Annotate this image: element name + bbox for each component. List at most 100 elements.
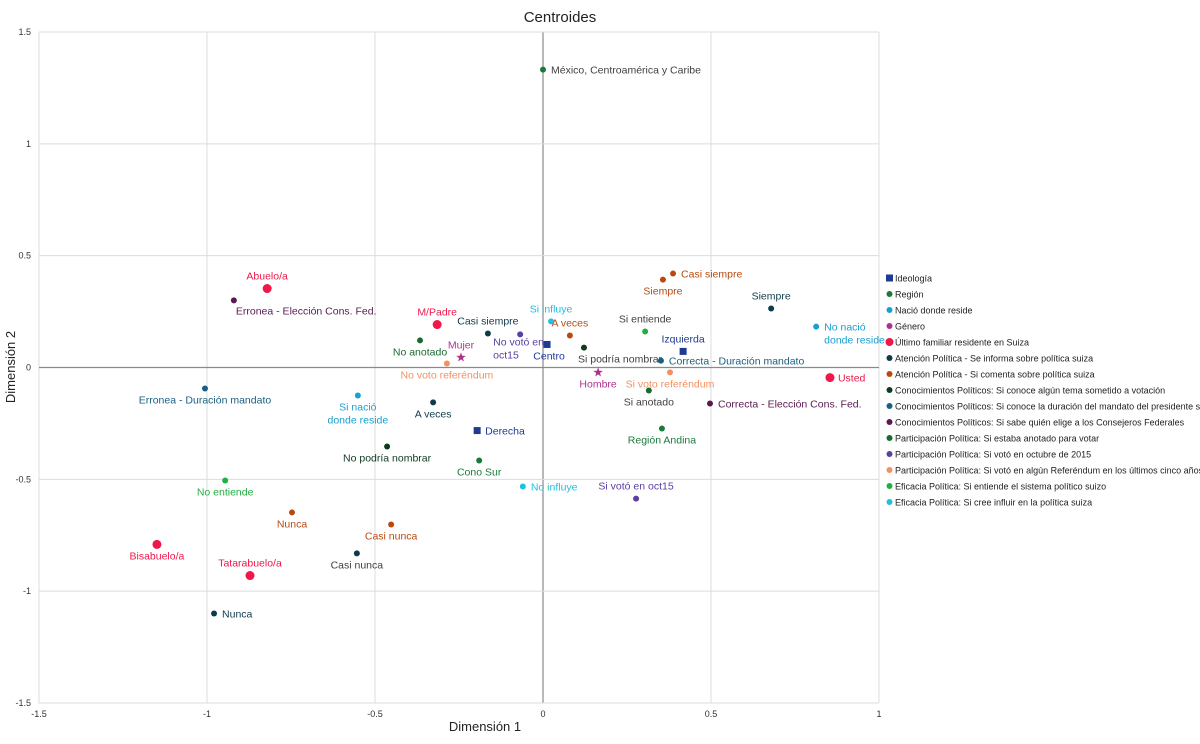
data-label: Usted bbox=[838, 373, 866, 385]
data-point bbox=[388, 522, 394, 528]
legend-item: Participación Política: Si estaba anotad… bbox=[887, 434, 1100, 444]
data-label: Casi siempre bbox=[681, 269, 742, 281]
legend-item: Atención Política - Se informa sobre pol… bbox=[887, 354, 1094, 364]
data-label: Si entiende bbox=[619, 313, 672, 325]
data-label: A veces bbox=[415, 408, 452, 420]
x-tick-label: 0.5 bbox=[705, 709, 718, 719]
legend-item: Eficacia Política: Si entiende el sistem… bbox=[887, 482, 1107, 492]
data-point bbox=[444, 360, 450, 366]
data-label: Si influye bbox=[530, 303, 573, 315]
data-label: Casi nunca bbox=[365, 531, 418, 543]
legend-marker bbox=[887, 371, 893, 377]
series-group: Si podría nombrar No podría nombrar bbox=[343, 345, 663, 465]
data-point bbox=[658, 358, 664, 364]
data-point bbox=[680, 348, 687, 355]
legend-item: Último familiar residente en Suiza bbox=[886, 338, 1030, 348]
legend-label: Participación Política: Si votó en algún… bbox=[895, 466, 1200, 476]
data-label: No entiende bbox=[197, 486, 254, 498]
legend-marker bbox=[887, 387, 893, 393]
data-point bbox=[211, 611, 217, 617]
data-label: No anotado bbox=[393, 346, 447, 358]
data-point bbox=[813, 324, 819, 330]
x-tick-label: 1 bbox=[876, 709, 881, 719]
data-label: Mujer bbox=[448, 339, 475, 351]
legend-marker bbox=[887, 451, 893, 457]
legend-item: Eficacia Política: Si cree influir en la… bbox=[887, 498, 1093, 508]
data-point bbox=[659, 426, 665, 432]
data-point bbox=[825, 373, 834, 382]
data-point bbox=[384, 443, 390, 449]
legend-item: Género bbox=[887, 322, 926, 332]
data-label: Cono Sur bbox=[457, 467, 502, 479]
data-label: M/Padre bbox=[417, 307, 457, 319]
legend-marker bbox=[887, 499, 893, 505]
data-label: No voto referéndum bbox=[400, 369, 493, 381]
legend-label: Género bbox=[895, 322, 925, 332]
legend-marker bbox=[886, 275, 893, 282]
data-point bbox=[707, 401, 713, 407]
legend-marker bbox=[887, 323, 893, 329]
legend-item: Conocimientos Políticos: Si conoce la du… bbox=[887, 402, 1200, 412]
series-group: Si influye No influye bbox=[520, 303, 578, 493]
legend-label: Último familiar residente en Suiza bbox=[895, 338, 1029, 348]
legend-label: Participación Política: Si estaba anotad… bbox=[895, 434, 1099, 444]
data-label: Tatarabuelo/a bbox=[218, 558, 282, 570]
data-label: Erronea - Elección Cons. Fed. bbox=[236, 305, 377, 317]
data-label: Si votó en oct15 bbox=[598, 481, 673, 493]
x-tick-label: -1.5 bbox=[31, 709, 47, 719]
legend-marker bbox=[887, 467, 893, 473]
y-axis-label: Dimensión 2 bbox=[3, 331, 18, 403]
legend-item: Participación Política: Si votó en algún… bbox=[887, 466, 1200, 476]
data-label: Siempre bbox=[752, 290, 791, 302]
data-label: Bisabuelo/a bbox=[129, 550, 184, 562]
data-label: Si voto referéndum bbox=[626, 378, 715, 390]
y-tick-label: -1.5 bbox=[15, 698, 31, 708]
data-label: No influye bbox=[531, 481, 578, 493]
data-point bbox=[474, 427, 481, 434]
x-tick-label: -0.5 bbox=[367, 709, 383, 719]
data-point bbox=[202, 386, 208, 392]
data-label: Nunca bbox=[222, 609, 253, 621]
data-point bbox=[667, 369, 673, 375]
legend-label: Eficacia Política: Si cree influir en la… bbox=[895, 498, 1092, 508]
data-point bbox=[567, 333, 573, 339]
legend-label: Conocimientos Políticos: Si conoce la du… bbox=[895, 402, 1200, 412]
data-point bbox=[417, 337, 423, 343]
data-point bbox=[642, 328, 648, 334]
data-label: Si podría nombrar bbox=[578, 354, 663, 366]
legend-marker bbox=[887, 419, 893, 425]
data-point bbox=[222, 477, 228, 483]
data-point bbox=[581, 345, 587, 351]
data-point bbox=[433, 320, 442, 329]
data-label: No podría nombrar bbox=[343, 452, 432, 464]
data-label: Nunca bbox=[277, 518, 308, 530]
data-label: A veces bbox=[551, 318, 588, 330]
data-label: Hombre bbox=[579, 378, 617, 390]
data-point bbox=[231, 297, 237, 303]
x-tick-label: -1 bbox=[203, 709, 211, 719]
y-tick-label: -0.5 bbox=[15, 474, 31, 484]
data-point bbox=[456, 352, 466, 361]
legend-marker bbox=[887, 403, 893, 409]
data-label: Correcta - Duración mandato bbox=[669, 356, 805, 368]
data-point bbox=[540, 67, 546, 73]
legend-marker bbox=[887, 291, 893, 297]
data-label: Casi nunca bbox=[331, 559, 384, 571]
data-label: Si anotado bbox=[624, 397, 674, 409]
legend-label: Participación Política: Si votó en octub… bbox=[895, 450, 1091, 460]
y-tick-label: 0 bbox=[26, 363, 31, 373]
data-label: Correcta - Elección Cons. Fed. bbox=[718, 399, 862, 411]
legend-label: Ideología bbox=[895, 274, 932, 284]
data-point bbox=[593, 367, 603, 376]
data-point bbox=[670, 271, 676, 277]
data-point bbox=[263, 284, 272, 293]
legend-label: Región bbox=[895, 290, 924, 300]
legend-label: Atención Política - Se informa sobre pol… bbox=[895, 354, 1093, 364]
data-label: Siempre bbox=[643, 286, 682, 298]
